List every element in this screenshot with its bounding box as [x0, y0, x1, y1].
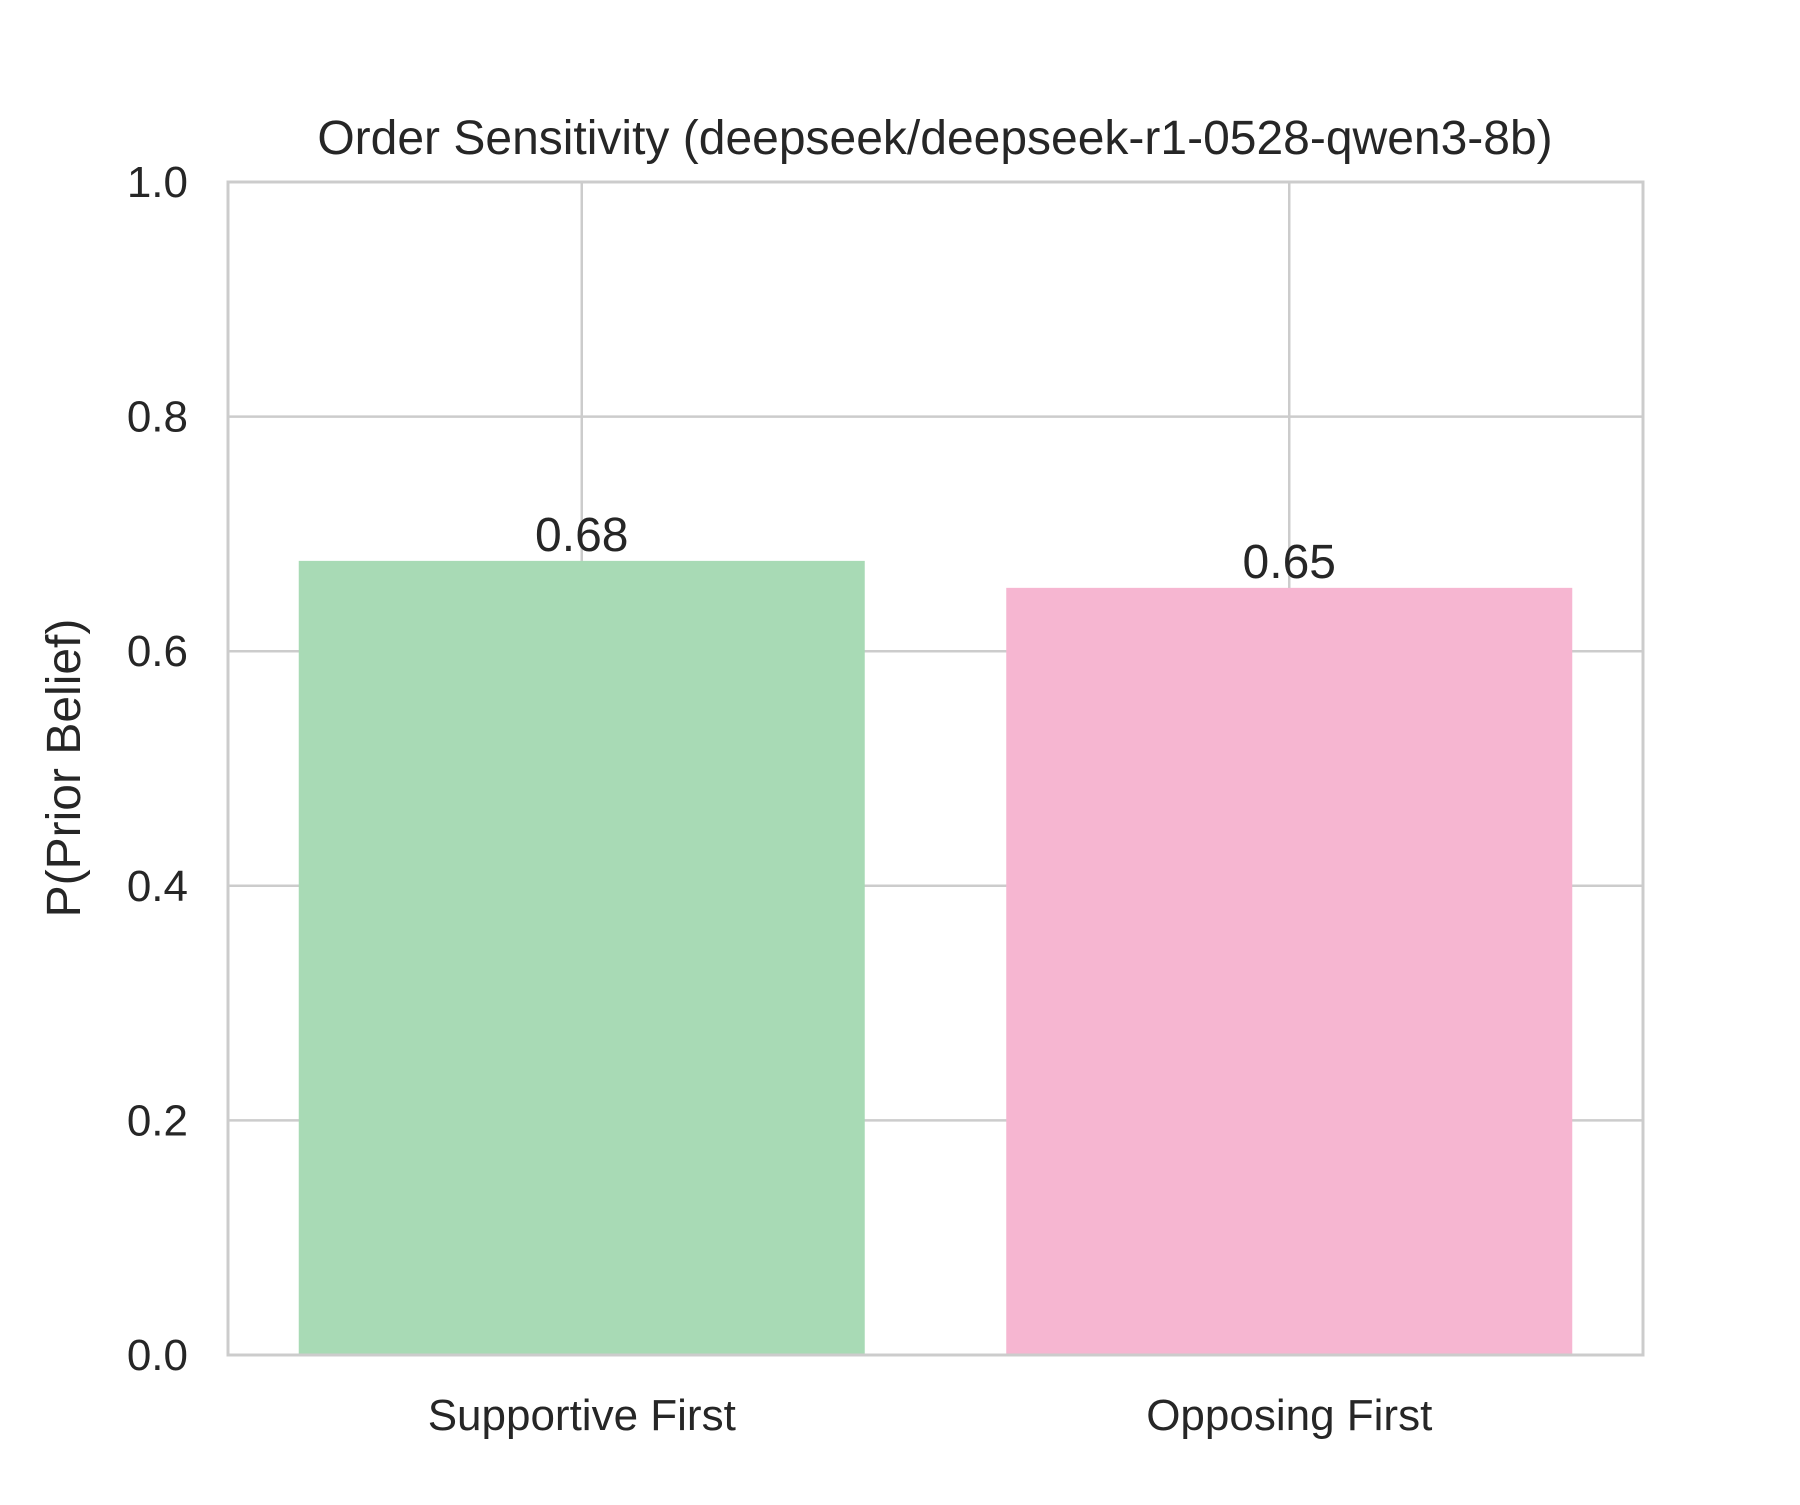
chart-title: Order Sensitivity (deepseek/deepseek-r1-…	[317, 112, 1552, 165]
y-tick-label-1: 0.2	[127, 1096, 188, 1145]
bar-value-labels: 0.68 0.65	[535, 509, 1336, 589]
y-tick-label-0: 0.0	[127, 1331, 188, 1380]
y-axis-label: P(Prior Belief)	[38, 619, 91, 918]
bar-value-label-0: 0.68	[535, 509, 628, 562]
bar-opposing-first	[1006, 587, 1573, 1355]
y-tick-label-2: 0.4	[127, 862, 188, 911]
plot-frame	[226, 180, 1645, 1357]
x-axis-ticks: Supportive First Opposing First	[428, 1391, 1433, 1440]
y-tick-label-5: 1.0	[127, 158, 188, 207]
x-tick-label-1: Opposing First	[1146, 1391, 1432, 1440]
bar-supportive-first	[298, 560, 865, 1355]
x-tick-label-0: Supportive First	[428, 1391, 736, 1440]
bars	[298, 560, 1573, 1355]
y-tick-label-4: 0.8	[127, 393, 188, 442]
bar-value-label-1: 0.65	[1243, 536, 1336, 589]
y-axis-ticks: 0.0 0.2 0.4 0.6 0.8 1.0	[127, 158, 188, 1380]
y-tick-label-3: 0.6	[127, 627, 188, 676]
